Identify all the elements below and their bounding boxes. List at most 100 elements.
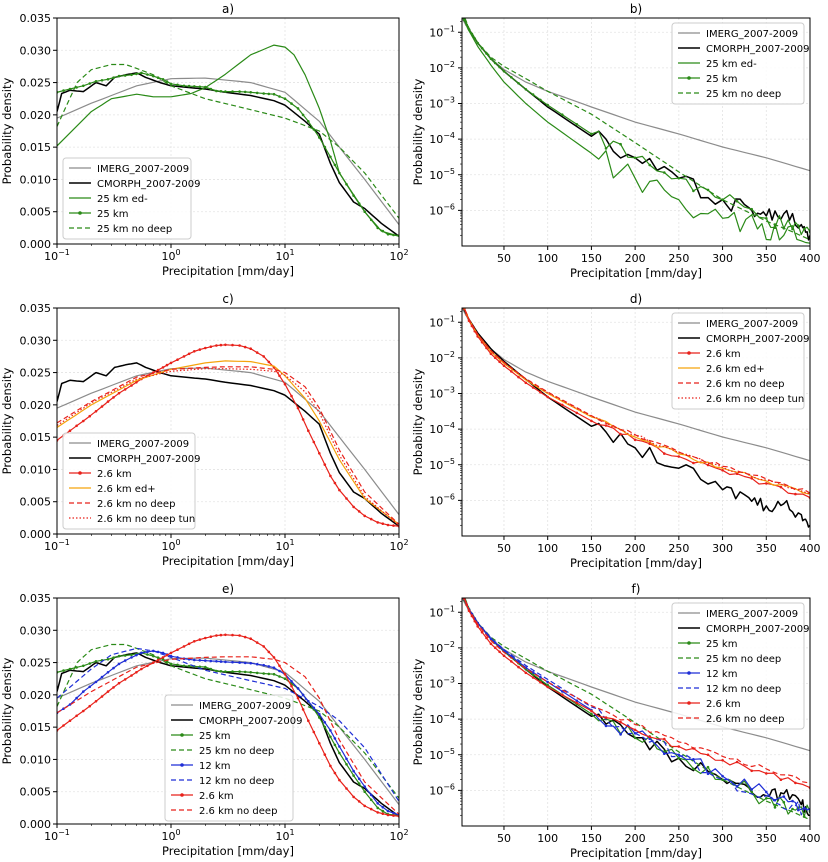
y-tick-label: 10−5 (429, 167, 455, 182)
series-marker (765, 772, 768, 775)
x-tick-label-base: 10 (161, 540, 175, 553)
series-marker (262, 645, 266, 648)
series-marker (376, 802, 380, 805)
series-marker (301, 418, 305, 421)
legend-box (671, 312, 805, 410)
y-tick-label-exp: −5 (443, 457, 455, 466)
y-tick-label-base: 10 (429, 388, 443, 401)
series-marker (604, 724, 608, 728)
x-tick-label: 101 (275, 248, 294, 263)
series-marker (524, 88, 528, 91)
series-marker (333, 743, 337, 747)
x-axis-label: Precipitation [mm/day] (162, 554, 294, 568)
series-marker (333, 737, 337, 740)
series-marker (176, 648, 179, 651)
series-marker (750, 790, 753, 794)
y-tick-label: 10−2 (429, 350, 455, 365)
series-marker (692, 461, 695, 465)
series-marker (619, 142, 622, 146)
y-tick-label: 10−3 (429, 386, 455, 401)
series-line-2-6-km-no-deep-tun (57, 368, 399, 527)
series-marker (68, 719, 72, 722)
panel-title: d) (630, 292, 642, 306)
legend-label: 2.6 km ed+ (97, 484, 156, 495)
series-marker (369, 793, 373, 797)
series-marker (224, 670, 227, 673)
series-marker (307, 429, 310, 433)
series-marker (231, 660, 234, 664)
series-marker (692, 767, 695, 771)
y-tick-label-exp: −3 (443, 676, 455, 685)
y-tick-label-exp: −6 (443, 202, 455, 211)
series-marker (243, 670, 247, 674)
series-marker (765, 217, 768, 220)
series-marker (706, 188, 710, 192)
series-marker (182, 664, 186, 668)
series-marker (386, 813, 390, 817)
legend-box (164, 694, 294, 822)
y-tick-label-base: 10 (429, 494, 443, 507)
series-marker (663, 737, 666, 741)
series-line-25-km-no-deep (57, 643, 399, 799)
legend-label: 2.6 km no deep (706, 714, 784, 725)
series-marker (156, 368, 160, 372)
x-tick-label: 350 (756, 542, 777, 555)
series-line-12-km-no-deep (57, 647, 399, 802)
y-tick-label: 0.025 (20, 367, 52, 380)
series-marker (123, 74, 127, 77)
series-marker (794, 492, 797, 496)
series-marker (381, 812, 385, 815)
series-marker (75, 86, 78, 89)
series-marker (238, 90, 241, 93)
series-marker (117, 662, 121, 666)
series-marker (249, 637, 252, 640)
series-group (57, 343, 399, 528)
y-tick-label: 10−1 (429, 24, 455, 39)
series-marker (329, 735, 332, 739)
x-tick-label: 50 (497, 542, 511, 555)
series-marker (765, 790, 768, 794)
series-marker (204, 665, 207, 669)
series-marker (546, 395, 549, 399)
series-marker (278, 664, 281, 668)
series-marker (735, 200, 739, 203)
x-tick-label: 200 (625, 252, 646, 265)
x-tick-label: 102 (389, 248, 408, 263)
series-marker (510, 370, 513, 373)
series-marker (283, 382, 287, 386)
series-marker (307, 120, 310, 123)
series-marker (100, 675, 104, 679)
series-marker (369, 218, 373, 222)
legend-label: 2.6 km no deep (97, 499, 175, 510)
y-tick-label: 0.020 (20, 399, 52, 412)
x-tick-label-base: 10 (44, 540, 58, 553)
series-marker (531, 386, 535, 389)
legend-label: CMORPH_2007-2009 (199, 716, 303, 727)
series-marker (473, 37, 477, 40)
series-marker (392, 814, 395, 817)
y-tick-label: 10−2 (429, 60, 455, 75)
y-tick-label: 0.015 (20, 141, 52, 154)
legend-marker (687, 76, 691, 80)
series-marker (169, 662, 173, 666)
y-tick-label-base: 10 (429, 459, 443, 472)
series-marker (312, 440, 316, 444)
series-line-25-km-no-deep (464, 18, 810, 241)
series-marker (231, 633, 234, 637)
legend: IMERG_2007-2009 CMORPH_2007-2009 2.6 km 2.6… (62, 432, 201, 530)
y-tick-label-base: 10 (429, 352, 443, 365)
series-marker (802, 227, 806, 231)
series-marker (381, 805, 385, 809)
legend-box (671, 22, 805, 105)
series-marker (546, 685, 549, 689)
series-marker (476, 625, 480, 628)
y-tick-label: 10−2 (429, 640, 455, 655)
x-tick-label-exp: −1 (58, 538, 70, 547)
y-tick-label: 0.030 (20, 624, 52, 637)
series-marker (262, 92, 266, 95)
series-marker (140, 651, 143, 655)
series-marker (546, 683, 549, 687)
series-marker (75, 696, 78, 700)
x-tick-label: 100 (161, 248, 180, 263)
series-marker (329, 155, 332, 159)
